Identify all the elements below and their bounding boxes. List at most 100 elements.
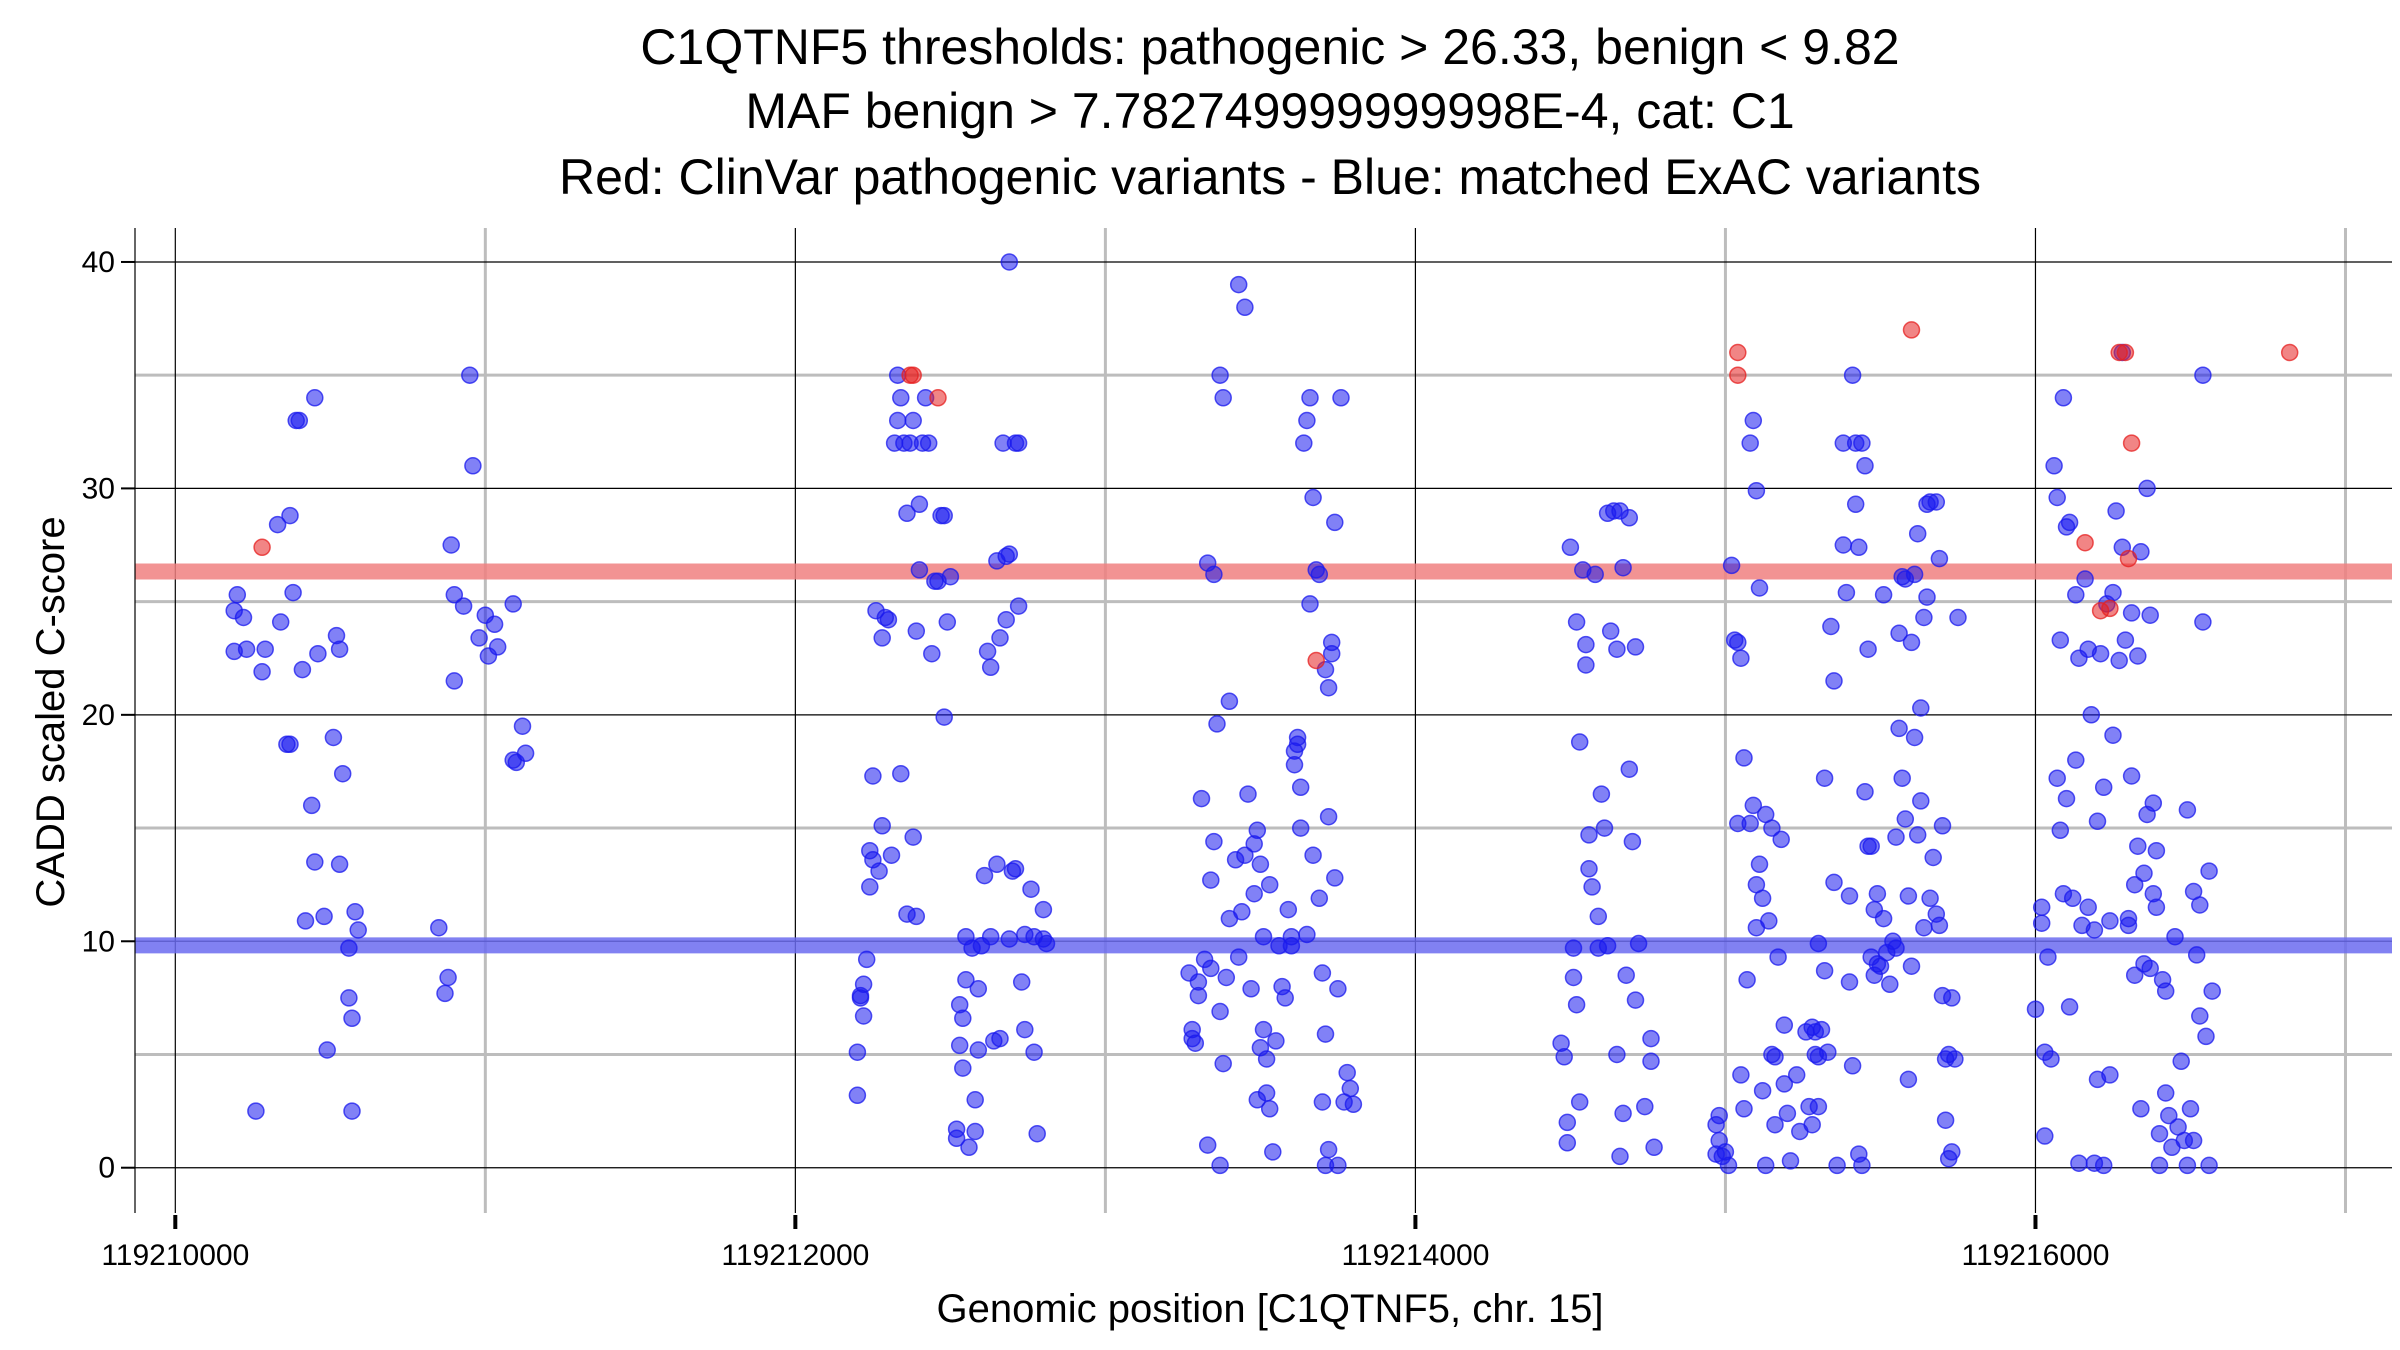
exac-variant-point [302,796,321,815]
exac-variant-point [346,903,364,921]
exac-variant-point [1943,989,1961,1007]
exac-variant-point [2194,366,2212,384]
x-axis-ticks: 119210000 119212000 119214000 119216000 [101,1215,2109,1272]
exac-variant-point [1943,1143,1961,1161]
exac-variant-point [848,1086,867,1105]
exac-variant-point [907,622,926,640]
exac-variant-point [1260,875,1279,894]
exac-variant-point [488,638,507,656]
exac-variant-point [954,1009,972,1028]
exac-variant-point [2032,898,2051,917]
exac-variant-point [1815,769,1834,787]
exac-variant-point [1245,884,1263,903]
exac-variant-point [1214,389,1232,407]
exac-variant-point [1202,871,1220,889]
exac-variant-point [1211,366,1229,384]
exac-variant-point [1617,966,1635,984]
exac-variant-point [1016,1020,1034,1039]
exac-variant-point [1803,1115,1821,1134]
exac-variant-point [1908,524,1927,543]
exac-variant-point [1781,1152,1800,1170]
exac-variant-point [950,1036,969,1055]
exac-variant-point [1899,1070,1918,1089]
exac-variant-point [1279,900,1298,919]
exac-variant-point [2067,586,2085,604]
exac-variant-point [1254,927,1273,946]
exac-variant-point [1205,832,1223,851]
exac-variant-point [1301,595,1319,613]
exac-variant-point [234,608,253,627]
exac-variant-point [1843,1057,1862,1075]
exac-variant-point [284,583,302,602]
exac-variant-point [2060,998,2079,1016]
exac-variant-point [330,855,349,874]
exac-variant-point [247,1102,265,1120]
exac-variant-point [1344,1095,1363,1114]
exac-variant-point [1034,900,1053,919]
exac-variant-point [436,984,454,1003]
exac-variant-point [2057,789,2076,808]
exac-variant-point [854,975,873,994]
exac-variant-point [1229,948,1248,966]
y-tick-label: 40 [82,246,115,279]
exac-variant-point [461,366,479,384]
exac-variant-point [2060,513,2079,532]
exac-variant-point [1846,495,1865,514]
exac-variant-point [1766,1048,1784,1066]
exac-variant-point [1837,583,1856,602]
exac-variant-point [1918,588,1936,606]
exac-variant-point [343,1102,361,1120]
exac-variant-point [1577,656,1595,674]
exac-variant-point [2054,389,2073,407]
exac-variant-point [237,640,256,658]
exac-variant-point [2085,921,2104,939]
pathogenic-variant-point [1729,366,1747,384]
exac-variant-point [1853,1156,1871,1175]
exac-variant-point [2141,606,2159,624]
exac-variant-point [1313,1093,1332,1111]
exac-variant-point [1028,1124,1046,1143]
exac-variant-point [2032,914,2051,932]
exac-variant-point [1211,1002,1229,1021]
exac-variant-point [2051,821,2070,840]
exac-variant-point [2166,927,2184,946]
exac-variant-point [1738,971,1756,989]
exac-variant-point [2191,896,2209,914]
exac-variant-point [919,434,938,452]
exac-variant-point [1912,699,1930,717]
exac-variant-point [1319,1140,1338,1159]
exac-variant-point [1719,1156,1738,1175]
exac-variant-point [2203,982,2221,1000]
exac-variant-point [2070,1154,2088,1172]
exac-variant-point [873,817,891,835]
x-tick-label: 119214000 [1341,1239,1489,1272]
exac-variant-point [1282,927,1301,946]
exac-variant-point [1326,869,1344,887]
exac-variant-point [271,613,290,631]
exac-variant-point [1775,1016,1794,1034]
exac-variant-point [1645,1138,1663,1157]
exac-variant-point [1915,608,1933,627]
exac-variant-point [1626,638,1645,656]
exac-variant-point [1341,1079,1360,1098]
exac-variant-point [2067,751,2085,769]
exac-variant-point [2150,1156,2169,1175]
pathogenic-variant-point [1902,321,1921,339]
exac-variant-point [1589,907,1608,926]
exac-variant-point [2110,651,2128,670]
exac-variant-point [1614,1104,1632,1123]
exac-variant-point [2156,982,2175,1000]
exac-variant-point [1840,973,1859,991]
exac-variant-point [2181,1100,2200,1118]
exac-variant-point [1000,930,1019,948]
exac-variant-point [2116,631,2135,649]
exac-variant-point [1570,733,1589,751]
exac-variant-point [290,411,309,430]
exac-variant-point [1316,1025,1335,1043]
exac-variant-point [1769,948,1787,966]
exac-variant-point [1710,1106,1728,1125]
exac-variant-point [1205,565,1223,584]
exac-variant-point [882,846,901,864]
exac-variant-point [1924,848,1942,867]
